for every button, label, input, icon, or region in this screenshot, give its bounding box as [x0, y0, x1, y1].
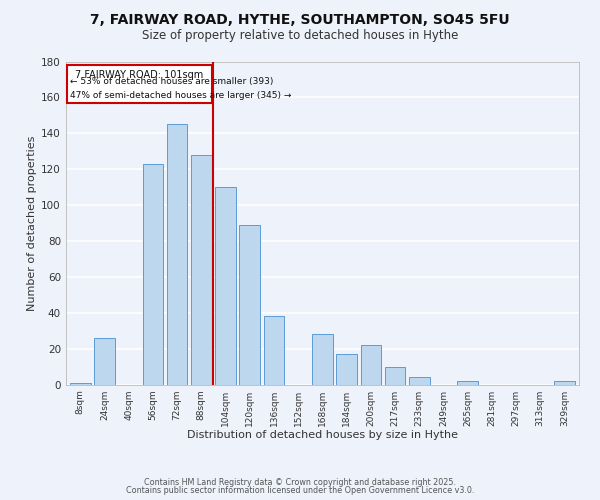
Bar	[554, 381, 575, 384]
Bar	[94, 338, 115, 384]
Text: Contains public sector information licensed under the Open Government Licence v3: Contains public sector information licen…	[126, 486, 474, 495]
Bar	[167, 124, 187, 384]
Bar	[312, 334, 332, 384]
Bar	[457, 381, 478, 384]
Bar	[409, 378, 430, 384]
Bar	[215, 187, 236, 384]
Bar	[191, 155, 212, 384]
Bar	[70, 383, 91, 384]
Text: Size of property relative to detached houses in Hythe: Size of property relative to detached ho…	[142, 29, 458, 42]
Bar	[239, 225, 260, 384]
Text: 7, FAIRWAY ROAD, HYTHE, SOUTHAMPTON, SO45 5FU: 7, FAIRWAY ROAD, HYTHE, SOUTHAMPTON, SO4…	[90, 12, 510, 26]
X-axis label: Distribution of detached houses by size in Hythe: Distribution of detached houses by size …	[187, 430, 458, 440]
Bar	[385, 366, 406, 384]
Bar	[143, 164, 163, 384]
Text: Contains HM Land Registry data © Crown copyright and database right 2025.: Contains HM Land Registry data © Crown c…	[144, 478, 456, 487]
Y-axis label: Number of detached properties: Number of detached properties	[27, 136, 37, 310]
Text: 47% of semi-detached houses are larger (345) →: 47% of semi-detached houses are larger (…	[70, 91, 291, 100]
Bar	[337, 354, 357, 384]
Bar	[361, 345, 381, 385]
FancyBboxPatch shape	[67, 65, 212, 103]
Text: ← 53% of detached houses are smaller (393): ← 53% of detached houses are smaller (39…	[70, 76, 273, 86]
Bar	[263, 316, 284, 384]
Text: 7 FAIRWAY ROAD: 101sqm: 7 FAIRWAY ROAD: 101sqm	[76, 70, 204, 80]
